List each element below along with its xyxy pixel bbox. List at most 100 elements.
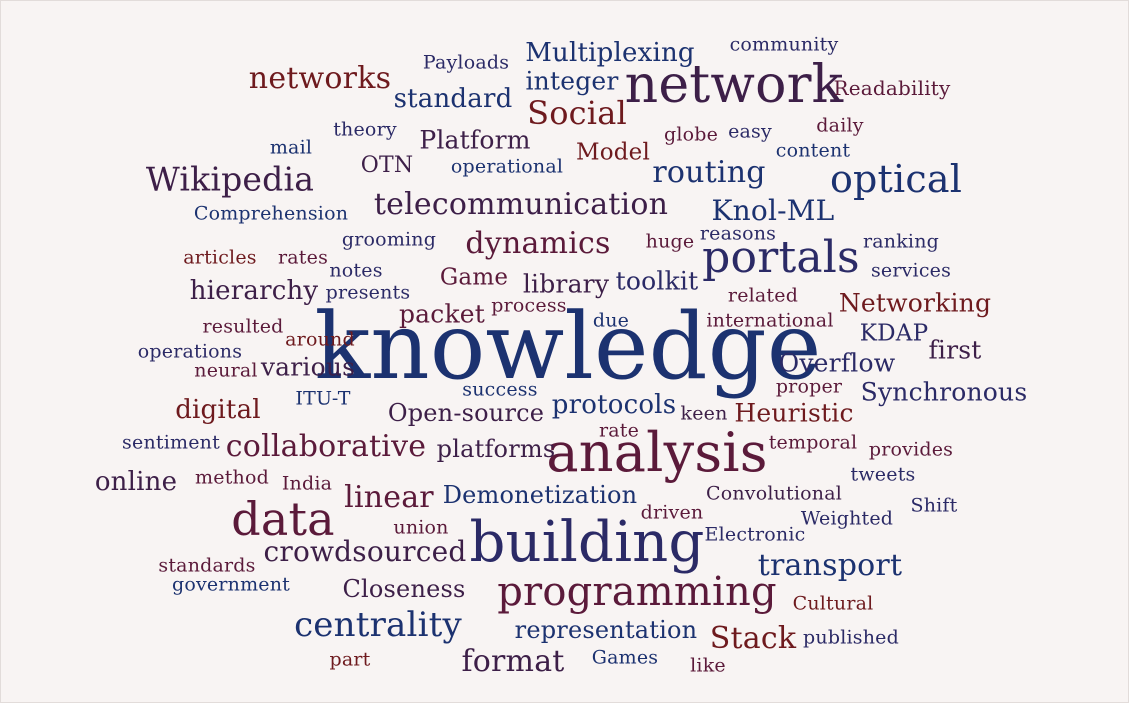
word-grooming: grooming xyxy=(341,228,437,251)
word-packet: packet xyxy=(398,299,486,329)
word-provides: provides xyxy=(868,438,954,461)
word-linear: linear xyxy=(344,480,434,515)
word-around: around xyxy=(285,328,355,351)
word-optical: optical xyxy=(829,157,963,201)
word-integer: integer xyxy=(525,66,619,96)
word-part: part xyxy=(329,648,371,671)
word-driven: driven xyxy=(640,501,704,524)
word-proper: proper xyxy=(775,375,843,398)
word-standards: standards xyxy=(158,554,256,577)
word-crowdsourced: crowdsourced xyxy=(263,535,467,568)
word-otn: OTN xyxy=(360,153,414,178)
word-success: success xyxy=(462,378,538,401)
word-operational: operational xyxy=(450,155,564,178)
word-social: Social xyxy=(527,94,627,132)
word-knowledge: knowledge xyxy=(314,293,822,400)
word-notes: notes xyxy=(329,259,383,282)
word-networking: Networking xyxy=(838,288,992,318)
word-resulted: resulted xyxy=(202,315,284,338)
word-method: method xyxy=(195,466,269,489)
word-community: community xyxy=(729,33,839,56)
word-demonetization: Demonetization xyxy=(442,481,638,509)
word-knol-ml: Knol-ML xyxy=(711,194,835,227)
word-data: data xyxy=(231,492,335,546)
word-shift: Shift xyxy=(910,494,958,517)
word-cultural: Cultural xyxy=(792,592,874,615)
word-easy: easy xyxy=(728,120,772,143)
word-game: Game xyxy=(439,264,509,291)
word-reasons: reasons xyxy=(699,222,777,245)
word-presents: presents xyxy=(325,281,411,304)
word-representation: representation xyxy=(514,616,698,644)
word-telecommunication: telecommunication xyxy=(373,187,669,222)
word-itu-t: ITU-T xyxy=(295,387,351,410)
word-like: like xyxy=(690,654,726,677)
word-due: due xyxy=(592,309,630,332)
word-online: online xyxy=(94,467,178,497)
word-model: Model xyxy=(575,139,651,166)
word-toolkit: toolkit xyxy=(615,266,699,296)
word-readability: Readability xyxy=(833,76,951,100)
word-convolutional: Convolutional xyxy=(705,482,843,505)
word-temporal: temporal xyxy=(768,431,858,454)
word-synchronous: Synchronous xyxy=(860,377,1028,407)
word-ranking: ranking xyxy=(862,230,940,253)
word-various: various xyxy=(260,352,356,382)
word-payloads: Payloads xyxy=(422,51,510,74)
word-routing: routing xyxy=(652,155,766,190)
word-analysis: analysis xyxy=(546,421,768,484)
word-tweets: tweets xyxy=(850,463,916,486)
word-process: process xyxy=(491,294,567,317)
word-platforms: platforms xyxy=(436,435,556,463)
word-portals: portals xyxy=(702,232,860,283)
word-comprehension: Comprehension xyxy=(193,202,349,225)
word-neural: neural xyxy=(194,359,258,382)
word-platform: Platform xyxy=(419,125,531,155)
word-standard: standard xyxy=(393,84,513,114)
word-dynamics: dynamics xyxy=(465,226,611,261)
word-heuristic: Heuristic xyxy=(734,398,854,428)
word-building: building xyxy=(469,510,705,575)
word-globe: globe xyxy=(663,123,719,146)
word-international: international xyxy=(706,309,834,332)
word-mail: mail xyxy=(269,136,313,159)
word-library: library xyxy=(522,269,610,299)
word-union: union xyxy=(393,516,449,539)
word-electronic: Electronic xyxy=(704,523,806,546)
word-articles: articles xyxy=(183,246,257,269)
word-first: first xyxy=(928,335,982,365)
word-rates: rates xyxy=(277,246,329,269)
word-games: Games xyxy=(591,646,659,669)
word-open-source: Open-source xyxy=(387,399,545,427)
word-format: format xyxy=(461,644,565,679)
word-networks: networks xyxy=(248,61,392,96)
word-kdap: KDAP xyxy=(859,320,929,347)
word-rate: rate xyxy=(598,419,640,442)
word-daily: daily xyxy=(816,114,864,137)
word-content: content xyxy=(775,139,851,162)
word-sentiment: sentiment xyxy=(122,431,220,454)
word-multiplexing: Multiplexing xyxy=(525,38,695,68)
word-published: published xyxy=(803,626,899,649)
word-network: network xyxy=(624,55,844,115)
word-services: services xyxy=(870,259,952,282)
word-centrality: centrality xyxy=(294,605,462,645)
word-wikipedia: Wikipedia xyxy=(145,159,315,199)
word-theory: theory xyxy=(333,118,397,141)
word-transport: transport xyxy=(757,548,903,583)
word-hierarchy: hierarchy xyxy=(189,276,319,306)
word-stack: Stack xyxy=(709,621,797,656)
word-overflow: Overflow xyxy=(778,348,896,378)
word-government: government xyxy=(171,573,291,596)
word-protocols: protocols xyxy=(551,390,677,420)
word-digital: digital xyxy=(175,395,261,425)
word-huge: huge xyxy=(645,230,695,253)
word-weighted: Weighted xyxy=(800,507,894,530)
word-related: related xyxy=(727,284,799,307)
word-collaborative: collaborative xyxy=(225,429,427,464)
word-operations: operations xyxy=(137,340,243,363)
word-closeness: Closeness xyxy=(342,575,466,603)
word-keen: keen xyxy=(680,402,728,425)
word-india: India xyxy=(281,472,333,495)
